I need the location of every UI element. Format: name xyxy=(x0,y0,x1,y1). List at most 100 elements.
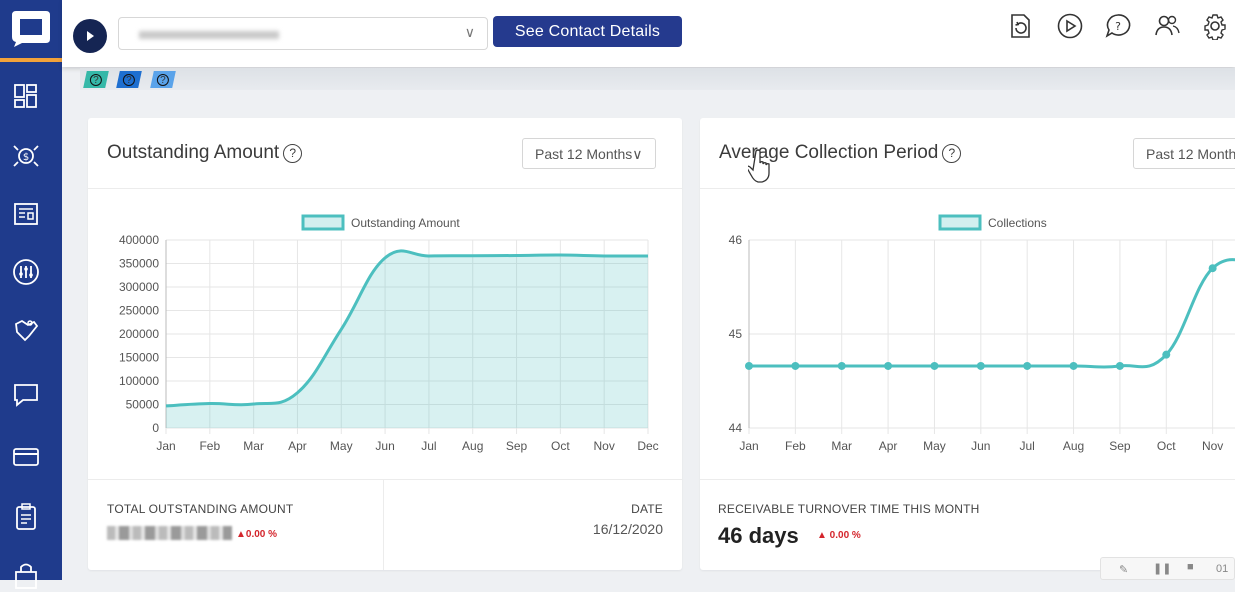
period-select[interactable]: Past 12 Month xyxy=(1133,138,1235,169)
card-title-text: Outstanding Amount xyxy=(107,142,280,163)
help-chat-icon[interactable]: ? xyxy=(1104,12,1132,40)
tab-help-2[interactable]: ? xyxy=(116,71,142,88)
date-label: DATE xyxy=(631,502,663,516)
invoices-icon xyxy=(14,203,38,225)
x-tick-label: Aug xyxy=(1063,439,1084,453)
question-icon: ? xyxy=(90,73,102,86)
x-tick-label: Apr xyxy=(288,439,307,453)
data-point xyxy=(1069,361,1078,370)
total-delta: ▲0.00 % xyxy=(236,529,278,540)
question-icon: ? xyxy=(123,73,135,86)
divider xyxy=(383,479,384,570)
turnover-delta: ▲ 0.00 % xyxy=(817,530,861,541)
data-point xyxy=(930,361,939,370)
customer-select[interactable]: ∨ xyxy=(118,17,488,50)
y-tick-label: 350000 xyxy=(119,257,159,271)
gear-icon[interactable] xyxy=(1201,12,1229,40)
bag-icon xyxy=(15,563,37,589)
divider xyxy=(88,188,682,189)
turnover-value: 46 days xyxy=(718,523,799,548)
tab-help-3[interactable]: ? xyxy=(150,71,176,88)
clipboard-icon xyxy=(16,503,36,530)
sidebar-item-adjustments[interactable] xyxy=(10,256,42,288)
divider xyxy=(88,479,682,480)
x-tick-label: Mar xyxy=(243,439,264,453)
data-point xyxy=(837,361,846,370)
adjustments-icon xyxy=(13,259,39,285)
help-icon[interactable]: ? xyxy=(942,144,962,163)
refresh-doc-icon[interactable] xyxy=(1006,12,1034,40)
hand-cursor-icon xyxy=(748,149,770,183)
total-amount-redacted xyxy=(107,526,232,540)
y-tick-label: 0 xyxy=(152,421,159,435)
sidebar-item-card[interactable] xyxy=(10,441,42,473)
x-tick-label: Oct xyxy=(1157,439,1176,453)
y-tick-label: 200000 xyxy=(119,327,159,341)
x-tick-label: Jul xyxy=(421,439,436,453)
y-tick-label: 250000 xyxy=(119,304,159,318)
data-point xyxy=(884,361,893,370)
y-tick-label: 300000 xyxy=(119,280,159,294)
app-logo[interactable] xyxy=(0,0,62,62)
see-contact-details-button[interactable]: See Contact Details xyxy=(493,16,682,47)
legend-swatch xyxy=(301,214,345,231)
x-tick-label: Sep xyxy=(1109,439,1131,453)
x-tick-label: Sep xyxy=(506,439,528,453)
period-select[interactable]: Past 12 Months∨ xyxy=(522,138,656,169)
x-tick-label: May xyxy=(923,439,946,453)
sidebar-item-bag[interactable] xyxy=(10,560,42,592)
card-title: Average Collection Period? xyxy=(719,142,962,164)
x-tick-label: Nov xyxy=(594,439,615,453)
data-point xyxy=(976,361,985,370)
y-tick-label: 400000 xyxy=(119,233,159,247)
x-tick-label: Nov xyxy=(1202,439,1223,453)
legend-swatch xyxy=(938,214,982,231)
legend-label: Outstanding Amount xyxy=(351,216,460,230)
pen-icon[interactable]: ✎ xyxy=(1119,564,1129,576)
y-tick-label: 44 xyxy=(729,421,743,435)
y-tick-label: 100000 xyxy=(119,374,159,388)
series-line xyxy=(749,258,1235,369)
handshake-icon xyxy=(15,319,39,342)
stop-icon[interactable]: ■ xyxy=(1187,561,1194,573)
collections-icon: $ xyxy=(13,145,39,167)
customer-name-redacted xyxy=(139,31,279,39)
play-button[interactable] xyxy=(73,19,107,53)
y-tick-label: 150000 xyxy=(119,351,159,365)
y-tick-label: 50000 xyxy=(126,398,160,412)
data-point xyxy=(1208,264,1217,273)
help-icon[interactable]: ? xyxy=(283,144,303,163)
sidebar-item-collections[interactable]: $ xyxy=(10,140,42,172)
sidebar-item-chat[interactable] xyxy=(10,379,42,411)
sidebar-item-handshake[interactable] xyxy=(10,314,42,346)
sidebar-item-clipboard[interactable] xyxy=(10,501,42,533)
svg-text:?: ? xyxy=(1115,20,1121,33)
sidebar: $ xyxy=(0,0,62,589)
card-icon xyxy=(13,448,39,466)
outstanding-amount-card: Outstanding Amount? Past 12 Months∨ Outs… xyxy=(88,118,682,570)
top-bar: ∨ See Contact Details ? xyxy=(62,0,1235,67)
play-circle-icon[interactable] xyxy=(1056,12,1084,40)
y-tick-label: 46 xyxy=(729,233,743,247)
dashboard-icon xyxy=(14,84,37,108)
average-collection-period-card: Average Collection Period? Past 12 Month… xyxy=(700,118,1235,570)
users-icon[interactable] xyxy=(1153,12,1181,40)
divider xyxy=(700,479,1235,480)
x-tick-label: May xyxy=(330,439,353,453)
svg-text:$: $ xyxy=(23,152,29,163)
data-point xyxy=(745,361,753,370)
turnover-label: RECEIVABLE TURNOVER TIME THIS MONTH xyxy=(718,502,980,516)
timer-text: 01 xyxy=(1216,563,1229,575)
sidebar-item-dashboard[interactable] xyxy=(10,80,42,112)
series-line xyxy=(165,249,649,408)
tab-help-1[interactable]: ? xyxy=(83,71,109,88)
y-tick-label: 45 xyxy=(729,327,743,341)
sidebar-item-invoices[interactable] xyxy=(10,198,42,230)
card-title-text: Average Collection Period xyxy=(719,142,939,163)
date-value: 16/12/2020 xyxy=(592,521,663,537)
pause-icon[interactable]: ❚❚ xyxy=(1153,563,1172,575)
data-point xyxy=(791,361,800,370)
x-tick-label: Aug xyxy=(462,439,483,453)
recording-controls[interactable]: ✎ ❚❚ ■ 01 xyxy=(1100,557,1235,580)
x-tick-label: Jun xyxy=(375,439,394,453)
